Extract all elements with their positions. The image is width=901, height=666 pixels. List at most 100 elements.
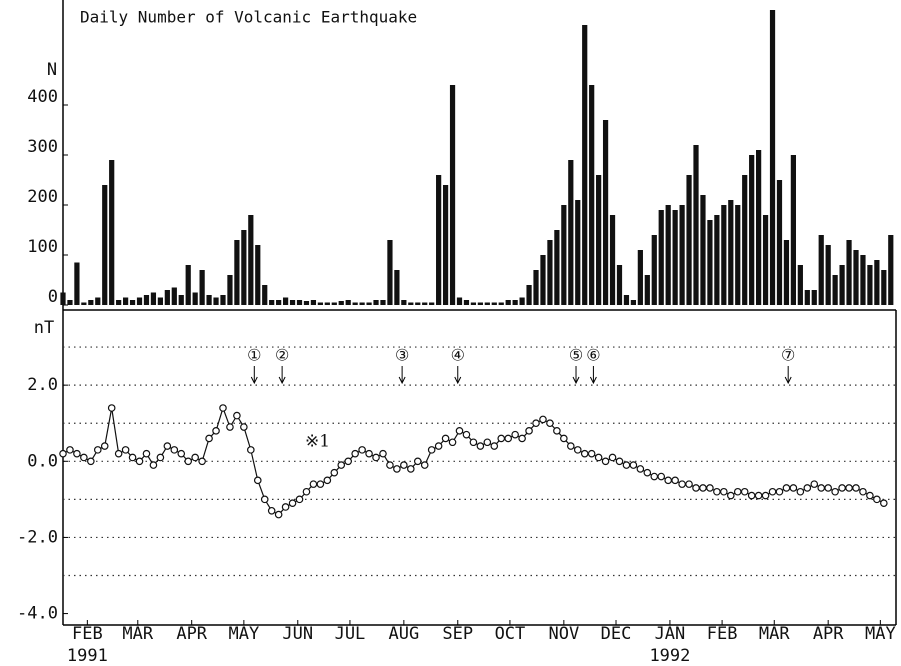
bar bbox=[804, 290, 810, 305]
bar bbox=[81, 302, 87, 305]
bar bbox=[561, 205, 567, 305]
data-point bbox=[337, 461, 346, 469]
bar bbox=[867, 265, 873, 305]
bar bbox=[526, 285, 532, 305]
annotation-label: ① bbox=[247, 346, 261, 365]
annotation-label: ④ bbox=[451, 346, 465, 365]
bar bbox=[241, 230, 247, 305]
data-point bbox=[880, 499, 888, 507]
data-point bbox=[525, 427, 533, 435]
data-point bbox=[518, 434, 526, 443]
bar bbox=[749, 155, 755, 305]
bar bbox=[129, 300, 136, 305]
data-point bbox=[587, 449, 596, 458]
bar bbox=[470, 302, 477, 305]
data-point bbox=[782, 484, 791, 492]
year-label: 1991 bbox=[67, 646, 108, 666]
data-point bbox=[497, 434, 506, 443]
data-point bbox=[386, 461, 394, 469]
data-point bbox=[594, 453, 603, 462]
bar bbox=[818, 235, 824, 305]
bar bbox=[693, 145, 699, 305]
data-point bbox=[351, 449, 359, 458]
data-point bbox=[546, 419, 554, 428]
annotation-label: ② bbox=[275, 346, 289, 365]
x-tick-label: APR bbox=[813, 624, 844, 644]
annotation-arrowhead bbox=[250, 376, 258, 385]
bar bbox=[756, 150, 762, 305]
x-tick-label: AUG bbox=[388, 624, 419, 644]
x-tick-label: JUL bbox=[335, 624, 366, 644]
data-point bbox=[274, 510, 283, 519]
bar bbox=[707, 220, 713, 305]
bar bbox=[825, 245, 831, 305]
bar bbox=[269, 300, 275, 305]
data-point bbox=[205, 434, 213, 443]
data-point bbox=[121, 446, 130, 454]
y-tick-label: 100 bbox=[27, 237, 58, 257]
data-point bbox=[622, 461, 631, 469]
bar bbox=[338, 301, 344, 305]
annotation-label: ⑥ bbox=[586, 346, 600, 365]
data-point bbox=[247, 446, 255, 454]
bar bbox=[742, 175, 748, 305]
data-point bbox=[260, 495, 269, 504]
data-point bbox=[427, 446, 436, 454]
bar bbox=[255, 245, 261, 305]
bar bbox=[345, 300, 351, 305]
bar bbox=[143, 295, 150, 305]
data-point bbox=[483, 438, 492, 447]
data-point bbox=[650, 472, 659, 481]
bar bbox=[554, 230, 560, 305]
data-point bbox=[754, 491, 763, 500]
data-point bbox=[761, 491, 770, 500]
data-point bbox=[580, 449, 589, 458]
data-point bbox=[100, 442, 109, 450]
data-point bbox=[400, 461, 408, 469]
bar bbox=[310, 300, 317, 305]
bar bbox=[686, 175, 692, 305]
bar bbox=[109, 160, 115, 305]
bar bbox=[568, 160, 574, 305]
data-point bbox=[733, 487, 742, 496]
bar bbox=[874, 260, 880, 305]
bar bbox=[783, 240, 790, 305]
x-tick-label: MAY bbox=[229, 624, 260, 644]
y-tick-label: -4.0 bbox=[17, 604, 58, 624]
data-point bbox=[407, 465, 415, 473]
annotation-note: ※1 bbox=[305, 432, 330, 452]
bar bbox=[136, 297, 143, 305]
annotation-arrowhead bbox=[572, 376, 580, 385]
data-point bbox=[393, 465, 401, 473]
bar bbox=[512, 300, 518, 305]
data-point bbox=[615, 457, 624, 466]
bar bbox=[248, 215, 254, 305]
bar bbox=[436, 175, 442, 305]
x-tick-label: NOV bbox=[548, 624, 579, 644]
annotation-arrowhead bbox=[278, 376, 286, 385]
data-point bbox=[177, 449, 186, 458]
data-point bbox=[295, 495, 304, 504]
data-point bbox=[713, 487, 721, 496]
data-point bbox=[330, 468, 339, 477]
bar bbox=[721, 205, 727, 305]
data-point bbox=[852, 484, 860, 492]
data-point bbox=[93, 446, 102, 454]
bar bbox=[359, 302, 365, 305]
data-point bbox=[253, 476, 262, 485]
data-point bbox=[434, 442, 443, 450]
data-point bbox=[358, 446, 366, 454]
data-point bbox=[636, 465, 645, 473]
x-tick-label: SEP bbox=[442, 624, 473, 644]
data-point bbox=[678, 480, 686, 488]
bar bbox=[380, 300, 386, 305]
bar bbox=[213, 297, 219, 305]
data-point bbox=[532, 419, 540, 428]
data-point bbox=[476, 442, 485, 450]
data-point bbox=[740, 487, 749, 496]
bar bbox=[797, 265, 803, 305]
data-point bbox=[775, 487, 784, 496]
data-point bbox=[316, 480, 325, 488]
bar bbox=[394, 270, 400, 305]
bar bbox=[282, 297, 289, 305]
